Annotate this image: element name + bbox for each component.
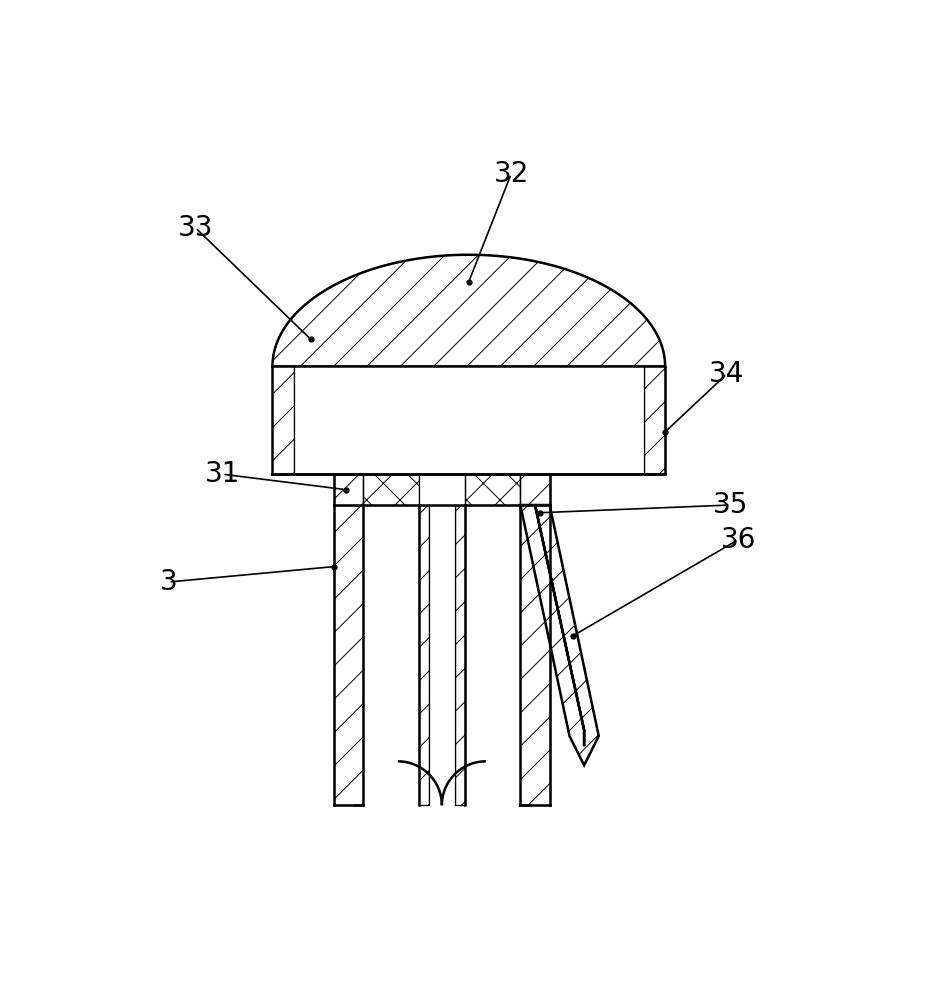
- Text: 36: 36: [720, 526, 755, 554]
- Polygon shape: [520, 505, 549, 805]
- Polygon shape: [363, 505, 520, 805]
- Polygon shape: [293, 366, 643, 474]
- Polygon shape: [455, 505, 464, 805]
- Polygon shape: [535, 505, 584, 746]
- Polygon shape: [334, 474, 363, 505]
- Polygon shape: [643, 366, 664, 474]
- Text: 31: 31: [204, 460, 239, 488]
- Polygon shape: [419, 505, 429, 805]
- Polygon shape: [429, 505, 455, 805]
- Polygon shape: [272, 366, 293, 474]
- Text: 32: 32: [493, 160, 528, 188]
- Polygon shape: [419, 474, 464, 505]
- Polygon shape: [272, 255, 664, 366]
- Text: 35: 35: [712, 491, 747, 519]
- Text: 3: 3: [160, 568, 177, 596]
- Polygon shape: [334, 505, 363, 805]
- Polygon shape: [520, 505, 599, 765]
- Polygon shape: [363, 474, 419, 505]
- Polygon shape: [464, 474, 520, 505]
- Text: 34: 34: [708, 360, 743, 388]
- Polygon shape: [520, 474, 549, 505]
- Text: 33: 33: [177, 214, 213, 242]
